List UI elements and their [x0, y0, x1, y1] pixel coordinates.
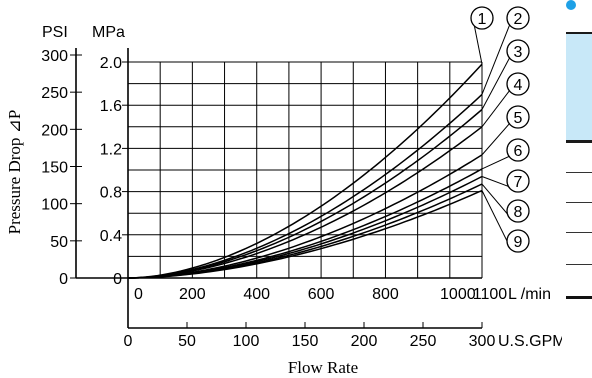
- y-axis-title: Pressure Drop ⊿P: [5, 110, 24, 235]
- series-marker-label-5: 5: [514, 110, 523, 127]
- chart-curves: [127, 63, 483, 279]
- series-marker-2: [506, 6, 530, 30]
- series-marker-label-6: 6: [514, 143, 523, 160]
- series-line-4: [127, 126, 483, 279]
- chart-grid: [128, 61, 483, 278]
- series-marker-label-7: 7: [514, 174, 523, 191]
- psi-tick-label: 300: [41, 48, 68, 65]
- series-leader-8: [481, 183, 511, 218]
- mpa-tick-label: 0.8: [100, 185, 122, 202]
- x-unit-lpm: L /min: [508, 286, 551, 303]
- lpm-tick-label: 800: [372, 286, 399, 303]
- psi-tick-label: 150: [41, 160, 68, 177]
- mpa-tick-label: 2.0: [100, 55, 122, 72]
- series-leader-3: [481, 56, 511, 110]
- lpm-tick-label: 0: [134, 286, 143, 303]
- chart-labels: 0 50 100 150 200 250 300 0 0.4 0.8 1.2 1.6 2.0 0 200 40…: [41, 48, 507, 350]
- chart-axes: [70, 48, 483, 329]
- lpm-tick-label: 600: [308, 286, 335, 303]
- lpm-tick-label: 400: [243, 286, 270, 303]
- y-unit-mpa: MPa: [92, 24, 125, 41]
- x-axis-title: Flow Rate: [288, 358, 358, 377]
- lpm-tick-label: 200: [179, 286, 206, 303]
- gpm-tick-label: 300: [469, 333, 496, 350]
- mpa-tick-label: 1.2: [100, 141, 122, 158]
- lpm-tick-label: 1000: [440, 286, 476, 303]
- legend-rule: [566, 296, 592, 299]
- series-leader-4: [481, 89, 511, 128]
- gpm-tick-label: 50: [178, 333, 196, 350]
- series-marker-6: [506, 138, 530, 162]
- series-line-9: [127, 189, 483, 279]
- series-leader-9: [481, 190, 511, 248]
- gpm-tick-label: 150: [292, 333, 319, 350]
- series-leader-7: [481, 176, 511, 188]
- series-leader-5: [481, 122, 511, 156]
- gpm-tick-label: 250: [410, 333, 437, 350]
- series-marker-3: [506, 39, 530, 63]
- mpa-tick-label: 0.4: [100, 228, 122, 245]
- series-line-8: [127, 183, 483, 279]
- gpm-tick-label: 100: [233, 333, 260, 350]
- series-leader-6: [481, 155, 511, 170]
- psi-tick-label: 200: [41, 122, 68, 139]
- lpm-tick-label: 1100: [473, 286, 508, 303]
- mpa-tick-label: 0: [113, 271, 122, 288]
- series-leader-2: [481, 23, 511, 95]
- legend-rule: [566, 202, 592, 203]
- psi-tick-label: 0: [59, 271, 68, 288]
- legend-dot: [566, 0, 576, 10]
- legend-rule: [566, 172, 592, 173]
- series-marker-label-8: 8: [514, 204, 523, 221]
- legend-rule: [566, 264, 592, 265]
- series-line-1: [127, 63, 483, 279]
- series-marker-5: [506, 105, 530, 129]
- series-marker-7: [506, 169, 530, 193]
- series-marker-8: [506, 199, 530, 223]
- y-unit-psi: PSI: [42, 24, 68, 41]
- legend-highlight-box: [566, 32, 592, 143]
- series-marker-label-1: 1: [478, 11, 487, 28]
- series-marker-4: [506, 72, 530, 96]
- legend-rule: [566, 232, 592, 233]
- series-marker-label-9: 9: [514, 234, 523, 251]
- side-legend-strip: [562, 0, 592, 378]
- series-markers: 1 2 3 4 5 6 7 8 9: [470, 6, 530, 253]
- psi-tick-label: 250: [41, 85, 68, 102]
- series-marker-1: [470, 6, 494, 30]
- x-unit-gpm: U.S.GPM: [498, 333, 562, 350]
- series-marker-label-2: 2: [514, 11, 523, 28]
- gpm-tick-label: 200: [351, 333, 378, 350]
- mpa-tick-label: 1.6: [100, 98, 122, 115]
- series-marker-label-4: 4: [514, 77, 523, 94]
- psi-tick-label: 50: [50, 234, 68, 251]
- psi-tick-label: 100: [41, 197, 68, 214]
- series-leader-1: [473, 23, 483, 65]
- series-marker-label-3: 3: [514, 44, 523, 61]
- gpm-tick-label: 0: [124, 333, 133, 350]
- series-marker-9: [506, 229, 530, 253]
